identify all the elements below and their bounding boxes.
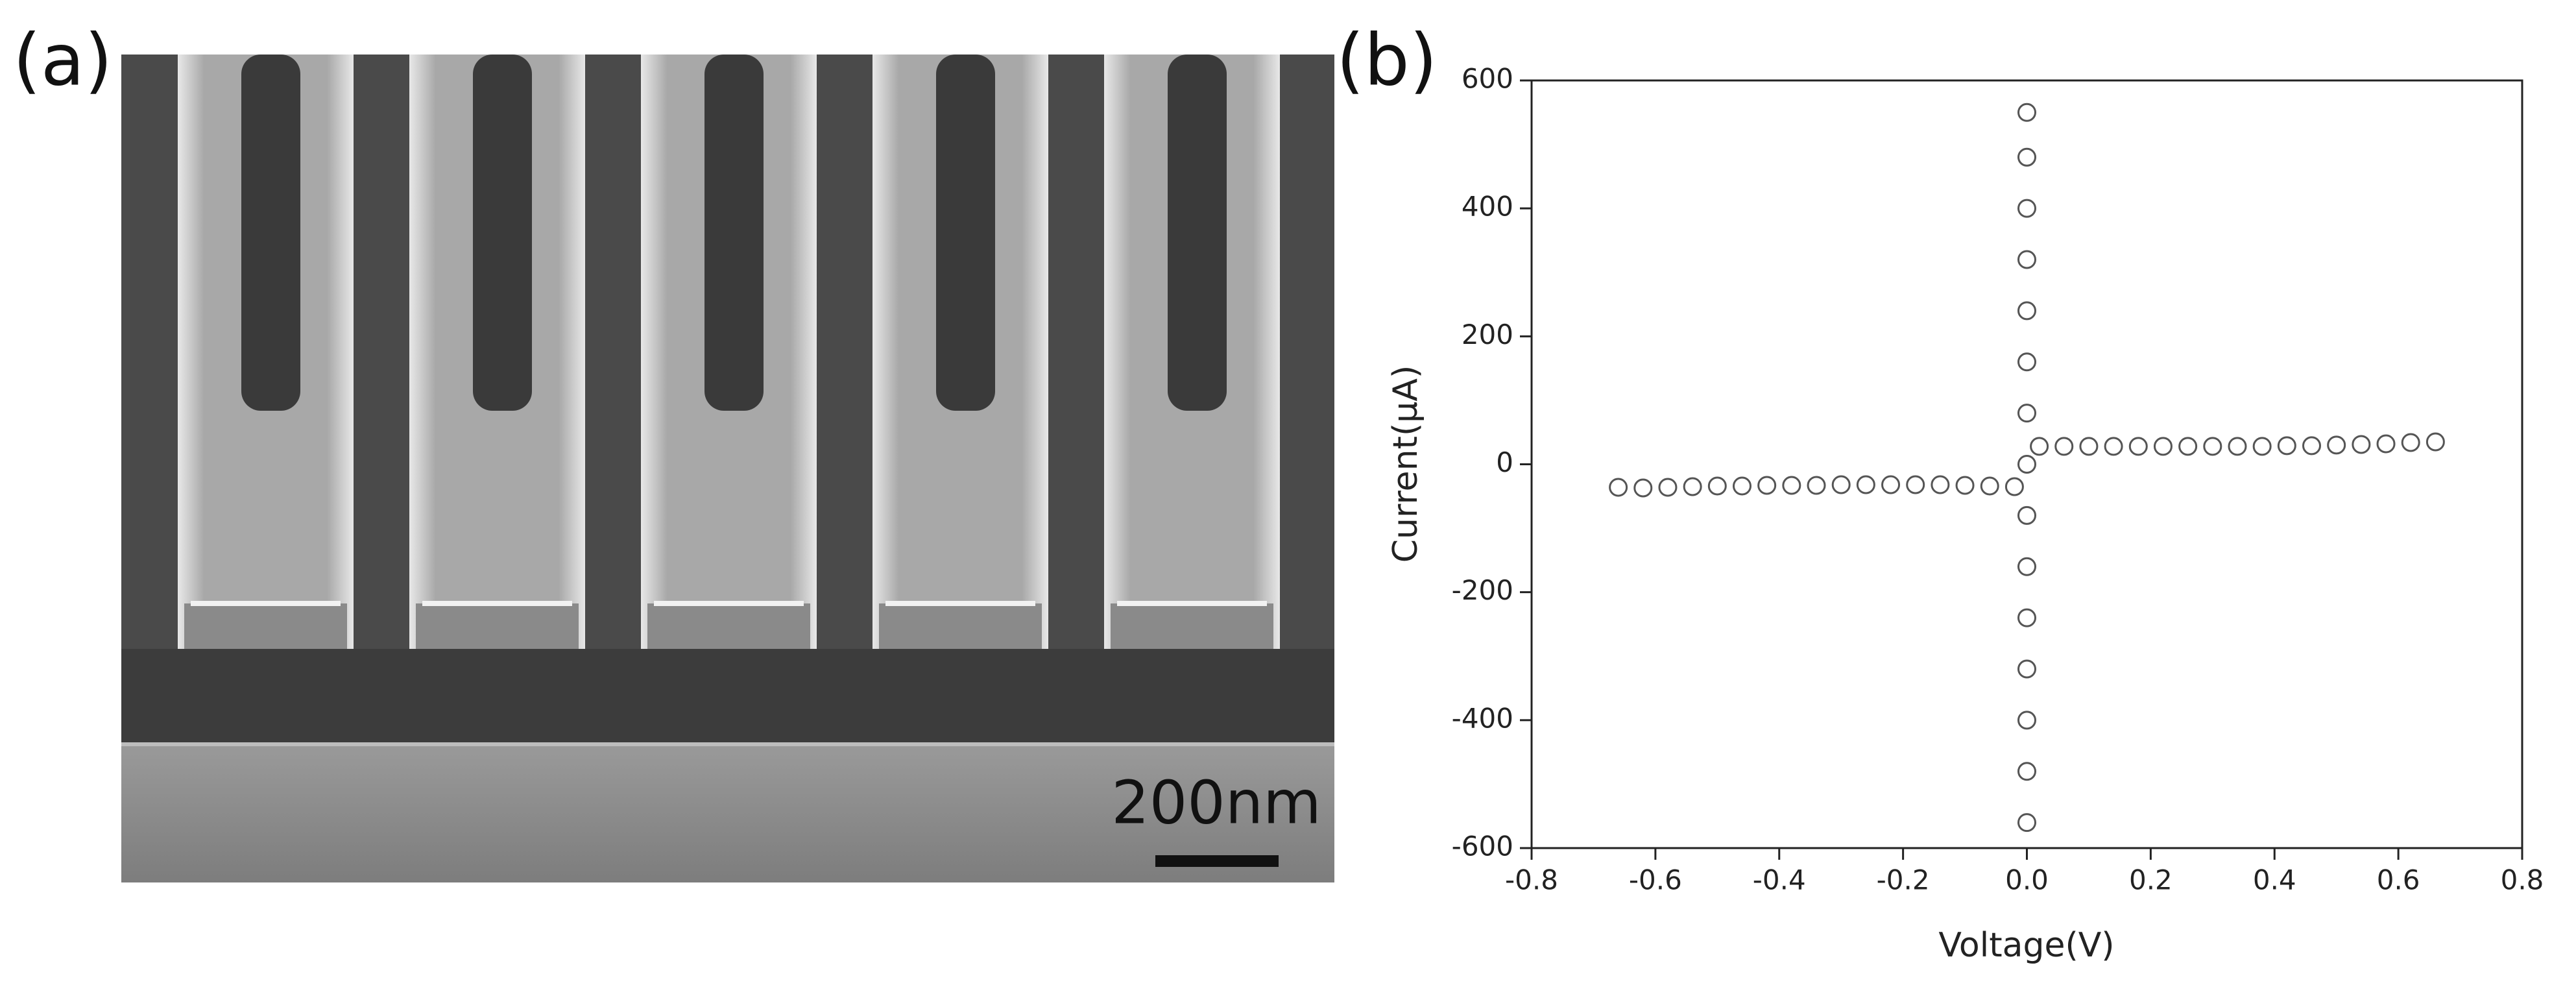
data-point	[2104, 437, 2123, 456]
x-tick-label: 0.8	[2501, 864, 2544, 896]
data-point	[2054, 437, 2074, 456]
slot	[704, 55, 764, 411]
data-point	[2017, 147, 2036, 167]
data-point	[1683, 477, 1702, 496]
sem-image	[121, 55, 1334, 882]
x-tick-label: -0.6	[1629, 864, 1682, 896]
data-point	[1831, 475, 1851, 494]
data-point	[2277, 436, 2296, 456]
pillar-base	[647, 603, 810, 649]
data-point	[2004, 477, 2024, 496]
data-point	[2017, 762, 2036, 781]
data-point	[2079, 437, 2099, 456]
data-point	[1658, 478, 1678, 497]
slot	[936, 55, 995, 411]
y-tick-label: 200	[1462, 319, 1513, 350]
data-point	[1931, 475, 1950, 494]
y-tick-label: -200	[1452, 574, 1513, 606]
plot-frame	[1530, 79, 2523, 849]
data-point	[1707, 476, 1727, 496]
y-tick-label: 0	[1496, 446, 1513, 478]
x-tick-label: 0.4	[2253, 864, 2296, 896]
data-point	[2228, 437, 2247, 456]
data-point	[2128, 437, 2148, 456]
y-tick-label: 600	[1462, 63, 1513, 95]
data-point	[2017, 301, 2036, 321]
data-point	[2017, 659, 2036, 679]
data-point	[2352, 435, 2371, 454]
x-tick-label: -0.2	[1877, 864, 1930, 896]
data-point	[2017, 711, 2036, 730]
data-point	[1757, 476, 1777, 495]
data-point	[2017, 455, 2036, 474]
pillar-base	[1111, 603, 1273, 649]
scale-bar	[1155, 855, 1279, 867]
slot	[1168, 55, 1227, 411]
data-point	[2376, 434, 2396, 454]
data-point	[2017, 608, 2036, 627]
data-point	[2017, 505, 2036, 525]
data-point	[2017, 103, 2036, 122]
slot	[241, 55, 300, 411]
data-point	[2178, 437, 2198, 456]
data-point	[2401, 433, 2420, 452]
data-point	[2252, 437, 2272, 456]
panel-label: (a)	[13, 18, 112, 101]
data-point	[1980, 476, 1999, 496]
data-point	[2030, 437, 2049, 456]
scale-bar-label: 200nm	[1111, 768, 1321, 837]
data-point	[1782, 476, 1801, 495]
data-point	[1955, 476, 1975, 495]
pillar-base	[416, 603, 579, 649]
y-tick-label: -600	[1452, 831, 1513, 862]
data-point	[1906, 475, 1925, 494]
x-tick-label: 0.0	[2005, 864, 2049, 896]
data-point	[2302, 436, 2322, 456]
x-tick-label: 0.2	[2129, 864, 2173, 896]
x-axis-label: Voltage(V)	[1938, 926, 2114, 965]
slot	[473, 55, 532, 411]
data-point	[2426, 432, 2445, 452]
y-axis-label: Current(μA)	[1386, 365, 1425, 563]
data-point	[1609, 478, 1628, 497]
data-point	[2017, 199, 2036, 218]
data-point	[2203, 437, 2222, 456]
data-point	[2017, 250, 2036, 269]
data-point	[1881, 475, 1901, 494]
pillar-base	[879, 603, 1042, 649]
data-point	[1633, 478, 1653, 498]
data-point	[2153, 437, 2173, 456]
data-point	[1856, 475, 1875, 494]
pillar-base	[184, 603, 347, 649]
data-point	[2017, 813, 2036, 833]
panel-label: (b)	[1336, 18, 1438, 101]
x-tick-label: -0.8	[1505, 864, 1558, 896]
y-tick-label: -400	[1452, 702, 1513, 734]
x-tick-label: -0.4	[1753, 864, 1806, 896]
data-point	[2017, 557, 2036, 576]
data-point	[1807, 476, 1826, 495]
x-tick-label: 0.6	[2377, 864, 2420, 896]
data-point	[1732, 476, 1751, 496]
y-tick-label: 400	[1462, 191, 1513, 223]
data-point	[2017, 404, 2036, 423]
data-point	[2327, 435, 2346, 455]
data-point	[2017, 352, 2036, 372]
